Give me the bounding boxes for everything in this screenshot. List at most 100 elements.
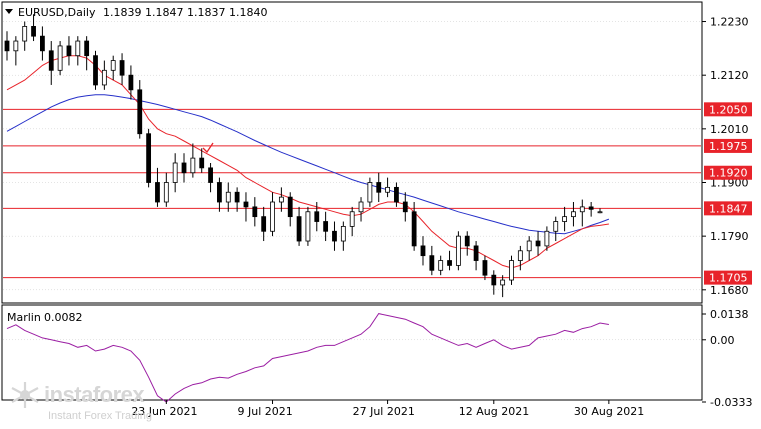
watermark-brand: instaforex <box>44 382 145 407</box>
candle-body <box>367 182 373 203</box>
candle <box>358 197 364 222</box>
candle-body <box>349 211 355 227</box>
candle-body <box>243 201 249 208</box>
collapse-triangle-icon[interactable] <box>5 9 13 14</box>
candle-body <box>163 182 169 203</box>
candle <box>252 197 258 227</box>
candle <box>305 206 311 246</box>
price-tick-label: 1.2010 <box>710 123 749 136</box>
candle <box>349 206 355 237</box>
grid-layer <box>3 21 701 291</box>
candle <box>323 211 329 242</box>
candle <box>420 236 426 266</box>
candle-body <box>571 211 576 218</box>
candle-body <box>137 89 143 135</box>
candle <box>84 36 90 71</box>
price-axis[interactable]: 1.2230 1.2120 1.2010 1.1900 1.1790 1.1680 <box>702 16 749 297</box>
ohlc-close: 1.1840 <box>229 6 268 19</box>
watermark-logo: instaforex <box>6 380 145 410</box>
candle <box>172 153 178 193</box>
candle-body <box>225 191 231 203</box>
candle <box>110 55 116 81</box>
candle <box>571 202 576 227</box>
candle-body <box>429 255 435 271</box>
price-tick-label: 1.1680 <box>710 284 749 297</box>
candle-body <box>509 260 514 281</box>
candle <box>13 36 19 66</box>
candle-body <box>358 201 364 213</box>
candle-body <box>385 186 390 193</box>
candle <box>48 41 54 85</box>
candle-body <box>270 201 275 232</box>
candle-body <box>332 230 337 242</box>
candle-body <box>22 26 28 42</box>
candle <box>411 202 417 251</box>
candle-body <box>394 186 399 203</box>
candle <box>163 172 169 207</box>
candle-body <box>190 157 196 174</box>
time-tick-label: 12 Aug 2021 <box>459 405 529 418</box>
candle <box>509 255 514 285</box>
candle-body <box>172 162 178 183</box>
candle <box>526 236 532 261</box>
candle-body <box>75 40 81 57</box>
candle <box>40 26 45 61</box>
indicator-axis[interactable]: 0.0138 0.00 -0.0333 <box>702 308 752 409</box>
level-label: 1.2050 <box>709 103 748 116</box>
candle-body <box>438 260 444 271</box>
level-label-box <box>704 138 752 153</box>
candle <box>332 221 337 251</box>
candle <box>190 143 196 178</box>
indicator-tick-label: 0.00 <box>710 334 735 347</box>
candle-body <box>579 206 585 213</box>
candle <box>75 36 81 66</box>
candles <box>4 14 603 298</box>
time-axis[interactable]: 23 Jun 2021 9 Jul 2021 27 Jul 2021 12 Aug 2… <box>131 400 644 418</box>
level-label: 1.1975 <box>709 140 748 153</box>
time-tick-label: 30 Aug 2021 <box>574 405 644 418</box>
candle-body <box>181 162 187 174</box>
candle-body <box>376 182 382 193</box>
candle-body <box>482 260 488 276</box>
candle-body <box>544 230 550 247</box>
candle-body <box>455 235 461 266</box>
symbol-label: EURUSD,Daily <box>18 6 96 19</box>
candle <box>597 208 603 214</box>
candle <box>234 187 240 212</box>
candle-body <box>447 260 452 266</box>
price-tick-label: 1.1900 <box>710 176 749 189</box>
level-label-box <box>704 201 752 216</box>
candle-body <box>208 167 213 183</box>
candle-body <box>526 240 532 252</box>
moving-averages <box>6 55 610 269</box>
ma-slow-line <box>6 94 610 235</box>
level-label: 1.1705 <box>709 272 748 285</box>
candle-body <box>66 45 72 57</box>
candle <box>296 206 302 246</box>
level-label: 1.1920 <box>709 167 748 180</box>
candle <box>473 241 479 271</box>
candle <box>553 216 559 242</box>
candle-body <box>217 182 222 203</box>
candle <box>128 65 134 100</box>
candle-body <box>93 55 98 86</box>
main-pane-frame <box>1 1 703 304</box>
watermark-tagline: Instant Forex Trading <box>48 410 152 422</box>
candle <box>314 202 320 232</box>
candle <box>66 36 72 66</box>
candle <box>278 187 284 212</box>
candle <box>447 250 452 271</box>
level-label-box <box>704 102 752 117</box>
candle-body <box>234 191 240 203</box>
candle-body <box>155 182 160 203</box>
candle-body <box>553 221 559 232</box>
candle <box>588 202 594 217</box>
candle <box>101 60 107 90</box>
level-label-box <box>704 270 752 285</box>
candle <box>57 41 63 76</box>
indicator-name: Marlin <box>7 311 41 324</box>
indicator-value: 0.0082 <box>44 311 83 324</box>
price-tick-label: 1.2120 <box>710 69 749 82</box>
